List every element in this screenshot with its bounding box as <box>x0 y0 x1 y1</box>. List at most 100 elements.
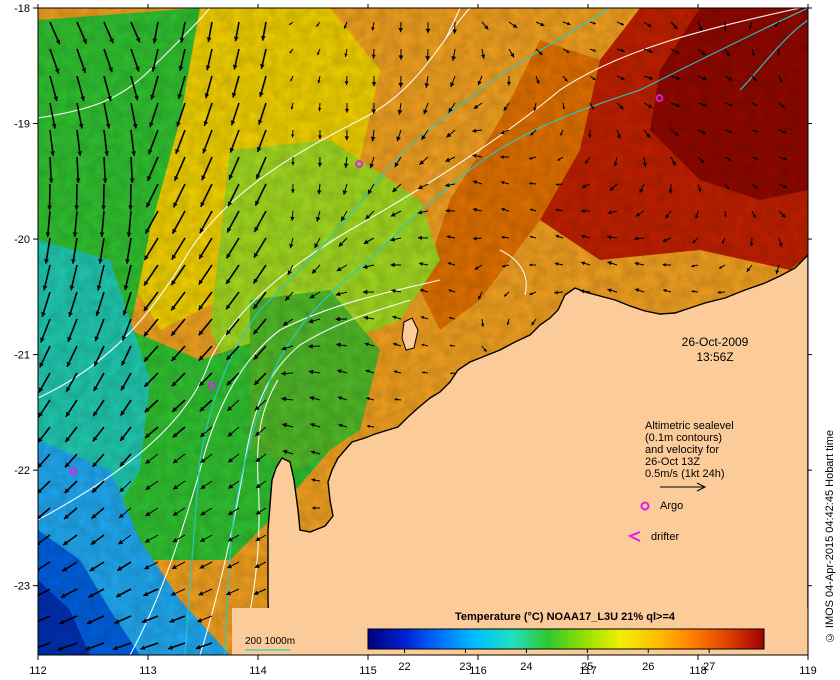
velocity-arrow <box>562 21 571 26</box>
velocity-arrow <box>390 210 402 217</box>
velocity-arrow <box>227 534 240 542</box>
velocity-arrow <box>562 48 570 54</box>
velocity-arrow <box>472 207 483 212</box>
velocity-arrow <box>309 291 321 299</box>
velocity-arrow <box>371 75 377 87</box>
velocity-arrow <box>227 507 240 516</box>
velocity-arrow <box>366 397 375 401</box>
velocity-arrow <box>281 371 294 376</box>
velocity-arrow <box>175 129 186 155</box>
lat-tick-label: -19 <box>14 119 30 131</box>
velocity-arrow <box>198 588 213 596</box>
velocity-arrow <box>204 75 213 99</box>
velocity-arrow <box>393 370 402 374</box>
velocity-arrow <box>91 480 105 494</box>
velocity-arrow <box>202 129 213 154</box>
velocity-arrow <box>370 129 376 142</box>
velocity-arrow <box>130 21 141 43</box>
velocity-arrow <box>529 208 537 212</box>
velocity-arrow <box>287 264 294 276</box>
velocity-arrow <box>172 534 186 543</box>
velocity-arrow <box>371 21 375 31</box>
argo-float-marker <box>355 160 364 168</box>
velocity-arrow <box>343 21 348 29</box>
velocity-arrow <box>227 453 240 463</box>
velocity-arrow <box>38 453 51 469</box>
velocity-arrow <box>724 48 731 57</box>
velocity-arrow <box>38 399 51 418</box>
altimetry-legend: Altimetric sealevel (0.1m contours) and … <box>627 420 734 543</box>
velocity-arrow <box>418 235 429 241</box>
velocity-arrow <box>422 371 429 374</box>
velocity-arrow <box>291 129 295 138</box>
velocity-arrow <box>200 507 213 516</box>
velocity-arrow <box>48 156 54 184</box>
velocity-arrow <box>145 480 159 491</box>
velocity-arrow <box>452 21 458 34</box>
velocity-arrow <box>255 480 267 489</box>
velocity-arrows <box>38 21 788 651</box>
colorbar-tick-label: 25 <box>581 661 593 673</box>
velocity-arrow <box>290 183 295 194</box>
velocity-arrow <box>724 210 727 218</box>
contour-line <box>38 8 471 399</box>
velocity-arrow <box>449 316 456 320</box>
velocity-arrow <box>253 237 267 259</box>
velocity-arrow <box>170 291 186 312</box>
colorbar-ticks: 22 23 24 25 26 27 <box>398 649 715 673</box>
velocity-arrow <box>65 372 78 393</box>
velocity-arrow <box>447 262 456 266</box>
velocity-arrow <box>500 129 510 135</box>
velocity-arrow <box>371 102 377 114</box>
velocity-arrow <box>282 449 294 455</box>
velocity-arrow <box>338 237 348 247</box>
velocity-arrow <box>57 642 78 651</box>
velocity-arrow <box>362 264 375 270</box>
velocity-arrow <box>95 291 105 317</box>
velocity-arrow <box>171 561 186 570</box>
argo-floats <box>69 94 664 476</box>
velocity-arrow <box>503 291 510 297</box>
velocity-arrow <box>121 318 132 341</box>
colorbar: Temperature (°C) NOAA17_L3U 21% ql>=4 22… <box>367 611 765 673</box>
altimetry-line: 26-Oct 13Z <box>645 456 700 468</box>
velocity-arrow <box>76 48 87 74</box>
velocity-arrow <box>639 183 645 194</box>
velocity-arrow <box>445 208 456 213</box>
timestamp-time: 13:56Z <box>696 350 733 364</box>
velocity-arrow <box>92 426 105 442</box>
velocity-arrow <box>310 422 321 428</box>
velocity-arrow <box>143 318 159 337</box>
velocity-arrow <box>88 588 105 598</box>
velocity-arrow <box>226 399 240 412</box>
lon-tick-label: 114 <box>249 665 267 677</box>
velocity-arrow <box>778 129 787 134</box>
velocity-arrow <box>369 156 375 169</box>
velocity-arrow <box>642 156 647 167</box>
velocity-arrow <box>94 318 105 342</box>
velocity-arrow <box>581 183 591 188</box>
velocity-arrow <box>697 75 708 81</box>
velocity-arrow <box>643 129 651 139</box>
velocity-arrow <box>84 642 105 651</box>
velocity-arrow <box>392 183 402 193</box>
velocity-arrow <box>119 453 132 467</box>
velocity-arrow <box>477 75 483 86</box>
lat-tick-label: -21 <box>14 350 30 362</box>
velocity-arrow <box>38 480 51 494</box>
altimetry-line: 0.5m/s (1kt 24h) <box>645 468 724 480</box>
velocity-arrow <box>255 534 267 542</box>
velocity-arrow <box>607 235 618 240</box>
velocity-arrow <box>589 102 595 110</box>
velocity-arrow <box>143 372 159 388</box>
velocity-arrow <box>474 264 483 271</box>
velocity-arrow <box>170 264 186 286</box>
velocity-arrow <box>199 399 213 412</box>
velocity-arrow <box>692 237 699 244</box>
velocity-arrow <box>49 102 57 129</box>
velocity-arrow <box>96 264 105 291</box>
drifter-legend-label: drifter <box>651 531 679 543</box>
colorbar-tick-label: 27 <box>703 661 715 673</box>
velocity-arrow <box>252 318 267 335</box>
velocity-arrow <box>634 261 645 266</box>
